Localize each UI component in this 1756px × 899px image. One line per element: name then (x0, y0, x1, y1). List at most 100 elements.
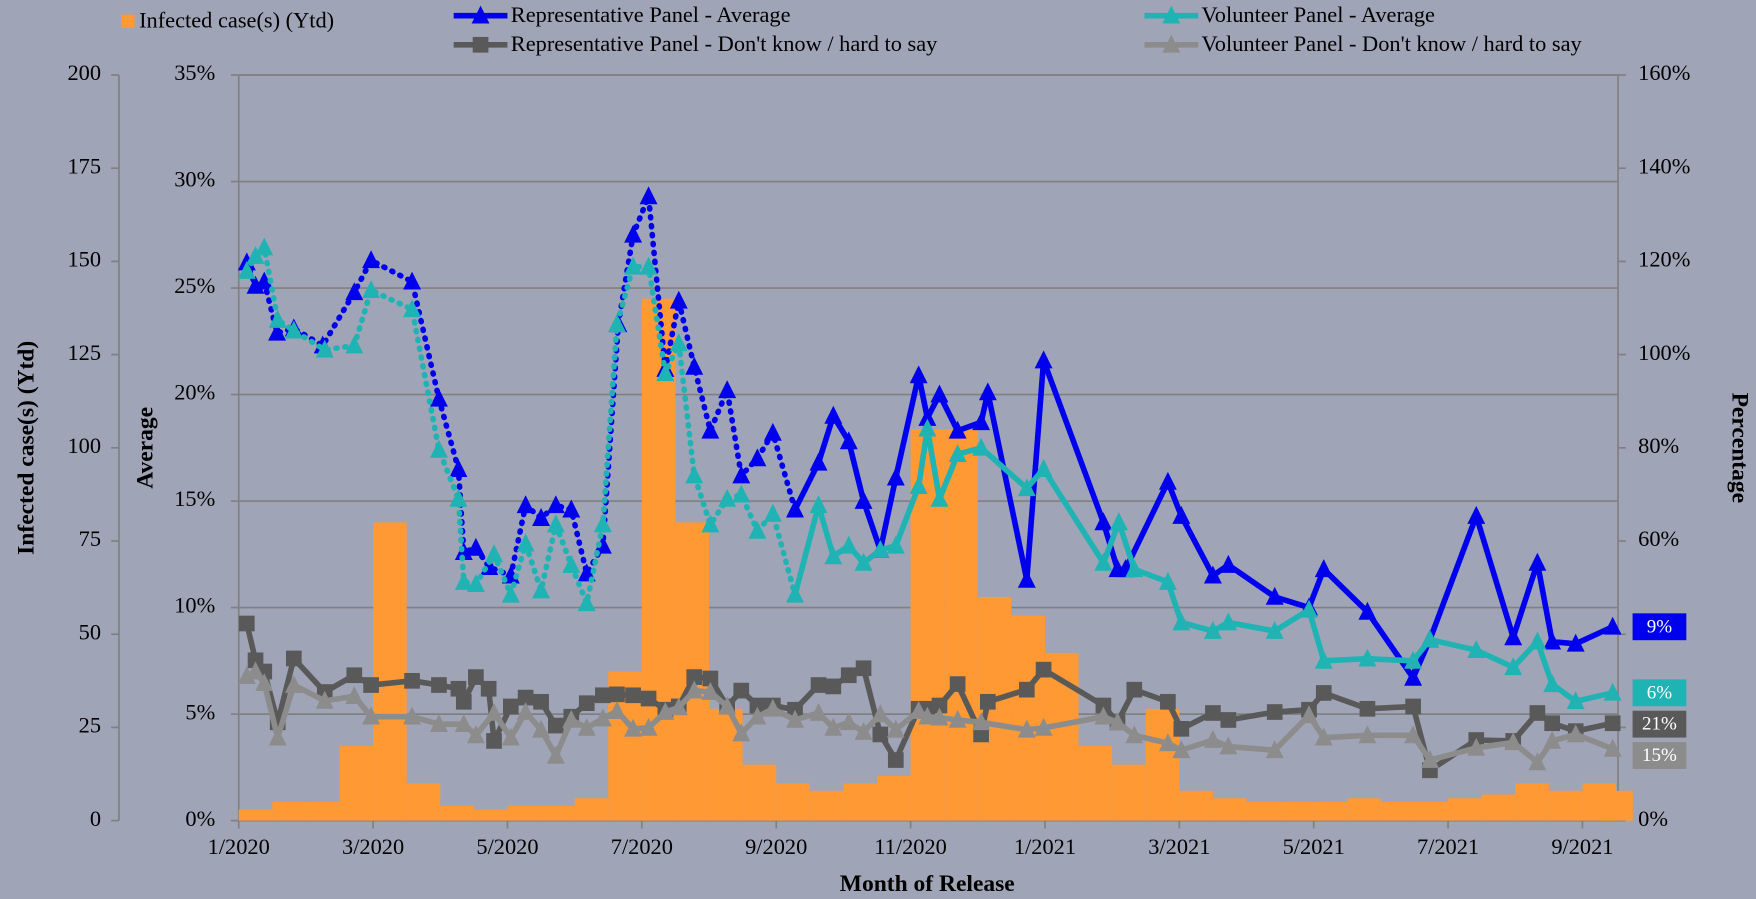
marker (701, 681, 720, 700)
marker (485, 544, 503, 563)
marker (1314, 650, 1333, 669)
marker (1420, 629, 1439, 648)
marker (546, 745, 565, 764)
marker (972, 712, 991, 731)
marker (1543, 730, 1562, 749)
marker (455, 693, 472, 710)
marker (403, 271, 422, 290)
marker (345, 282, 364, 301)
x-tick-label: 9/2021 (1551, 834, 1613, 859)
x-tick-label: 9/2020 (745, 834, 807, 859)
marker (787, 701, 803, 718)
marker (1604, 715, 1621, 732)
marker (686, 669, 703, 685)
bar (541, 805, 575, 821)
marker (1220, 712, 1237, 728)
marker (786, 499, 804, 518)
end-label-box (1632, 613, 1687, 641)
marker (763, 503, 782, 522)
bar (1313, 801, 1348, 821)
marker (824, 717, 843, 736)
y3-tick-label: 150 (67, 247, 101, 272)
marker (1528, 552, 1547, 571)
marker (1034, 459, 1053, 477)
marker (909, 701, 928, 719)
marker (732, 484, 751, 503)
marker (237, 260, 256, 279)
y2-tick-label: 120% (1638, 247, 1690, 272)
marker (1017, 569, 1036, 588)
marker (449, 459, 468, 477)
marker (1504, 732, 1523, 751)
bar (1448, 798, 1482, 821)
marker (1358, 725, 1377, 744)
marker (669, 697, 688, 716)
y3-tick-label: 125 (67, 340, 101, 365)
marker (1504, 657, 1523, 676)
marker (839, 712, 858, 731)
marker (431, 677, 447, 693)
marker (1603, 682, 1622, 701)
y2-tick-label: 0% (1638, 806, 1668, 831)
marker (749, 697, 766, 714)
marker (429, 714, 448, 733)
marker (701, 420, 720, 439)
marker (1094, 706, 1113, 725)
x-tick-label: 3/2020 (342, 834, 404, 859)
marker (809, 452, 828, 471)
end-label-box (1632, 742, 1687, 769)
marker (1528, 631, 1547, 650)
marker (1203, 565, 1222, 584)
marker (1265, 586, 1284, 605)
marker (516, 495, 535, 514)
bar (272, 801, 306, 821)
legend-item: Representative Panel - Don't know / hard… (453, 31, 938, 56)
marker (918, 418, 937, 437)
marker (1125, 559, 1144, 578)
marker (786, 709, 804, 728)
y2-tick-label: 140% (1638, 153, 1690, 178)
marker (656, 363, 675, 382)
marker (980, 693, 996, 710)
marker (1160, 693, 1176, 710)
y3-tick-label: 25 (79, 713, 101, 738)
marker (625, 687, 641, 704)
marker (1017, 719, 1036, 738)
marker (871, 704, 890, 723)
marker (1219, 736, 1238, 755)
y-tick-label: 5% (185, 699, 215, 724)
marker (685, 465, 704, 484)
marker (501, 584, 520, 603)
bar (339, 746, 374, 821)
marker (546, 495, 565, 514)
y3-tick-label: 175 (67, 153, 101, 178)
marker (466, 725, 485, 744)
bar (238, 809, 273, 821)
bar (305, 801, 340, 821)
marker (578, 695, 595, 712)
marker (1108, 712, 1127, 731)
marker (972, 437, 991, 456)
marker (1203, 729, 1222, 748)
marker (718, 696, 737, 715)
marker (854, 722, 873, 740)
marker (872, 726, 889, 743)
marker (639, 256, 658, 275)
marker (1566, 633, 1585, 652)
bar (1414, 801, 1449, 821)
y3-axis-title: Infected case(s) (Ytd) (14, 341, 40, 555)
marker (1094, 512, 1113, 531)
marker (887, 752, 904, 768)
marker (403, 706, 422, 725)
marker (516, 533, 535, 552)
marker (972, 412, 991, 431)
marker (1034, 717, 1053, 736)
bar (1179, 790, 1213, 821)
bar (1212, 798, 1247, 821)
marker (593, 535, 612, 554)
bar (574, 798, 609, 821)
marker (1265, 620, 1284, 639)
end-label: 9% (1647, 616, 1673, 637)
marker (577, 717, 596, 736)
